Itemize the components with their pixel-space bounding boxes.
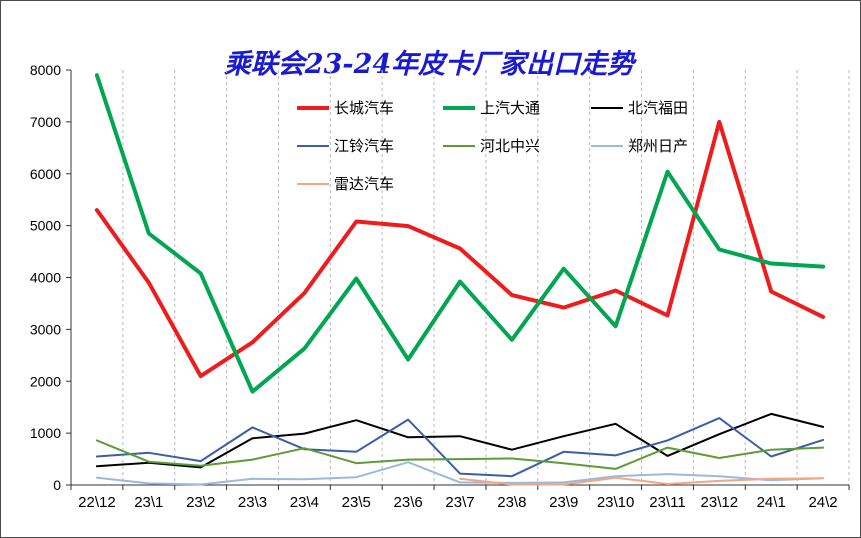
series-line-1 (94, 119, 826, 379)
x-tick-label: 23\8 (497, 494, 526, 511)
series-line-5 (95, 439, 825, 470)
series-lines (94, 73, 826, 486)
x-tick-label: 23\7 (445, 494, 474, 511)
legend-label: 上汽大通 (480, 99, 540, 117)
legend-label: 长城汽车 (334, 99, 394, 117)
y-tick-label: 7000 (30, 114, 61, 130)
series-line-3 (95, 412, 825, 469)
y-tick-label: 6000 (30, 166, 61, 182)
x-tick-label: 24\1 (757, 494, 786, 511)
series-line-7 (459, 476, 825, 486)
legend-label: 北汽福田 (628, 99, 688, 117)
x-tick-label: 23\2 (186, 494, 215, 511)
series-line-4 (95, 417, 825, 478)
x-tick-label: 23\12 (701, 494, 739, 511)
x-tick-label: 23\11 (649, 494, 685, 511)
series-line-2 (94, 73, 826, 394)
y-tick-label: 0 (53, 477, 61, 493)
x-tick-label: 23\1 (134, 494, 163, 511)
x-tick-label: 24\2 (808, 494, 837, 511)
y-tick-label: 2000 (30, 373, 61, 389)
chart-title: 乘联会23-24年皮卡厂家出口走势 (224, 49, 637, 80)
legend-label: 江铃汽车 (334, 137, 394, 155)
gridlines (122, 70, 850, 485)
x-tick-label: 23\3 (238, 494, 267, 511)
y-tick-label: 3000 (30, 321, 61, 337)
series-line-6 (95, 461, 825, 486)
x-tick-label: 23\6 (394, 494, 423, 511)
y-tick-label: 4000 (30, 270, 61, 286)
legend-label: 郑州日产 (628, 137, 688, 155)
x-tick-label: 23\5 (342, 494, 371, 511)
y-tick-label: 1000 (30, 425, 61, 441)
x-tick-label: 22\12 (78, 494, 116, 511)
axes: 0 1000 2000 3000 4000 5000 6000 7000 8000 22\12 23… (30, 62, 850, 511)
x-tick-label: 23\4 (290, 494, 319, 511)
legend-label: 河北中兴 (480, 137, 540, 155)
y-tick-label: 8000 (30, 62, 61, 78)
legend-label: 雷达汽车 (334, 175, 394, 193)
x-tick-label: 23\9 (549, 494, 578, 511)
y-tick-label: 5000 (30, 218, 61, 234)
x-tick-label: 23\10 (597, 494, 635, 511)
